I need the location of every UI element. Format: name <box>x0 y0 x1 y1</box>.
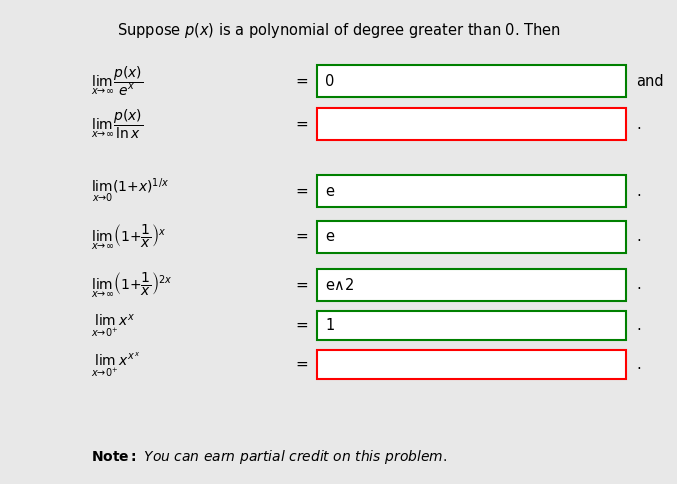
Text: 0: 0 <box>325 74 334 89</box>
Text: $\lim_{x\to 0} (1+x)^{1/x}$: $\lim_{x\to 0} (1+x)^{1/x}$ <box>91 177 169 205</box>
Text: $\lim_{x\to\infty} \left(1+\dfrac{1}{x}\right)^{2x}$: $\lim_{x\to\infty} \left(1+\dfrac{1}{x}\… <box>91 270 173 300</box>
Text: .: . <box>636 277 641 292</box>
Text: =: = <box>296 117 309 132</box>
FancyBboxPatch shape <box>317 350 626 379</box>
Text: and: and <box>636 74 663 89</box>
Text: $\lim_{x\to 0^+} x^{x^x}$: $\lim_{x\to 0^+} x^{x^x}$ <box>91 350 140 379</box>
Text: $\lim_{x\to\infty} \left(1+\dfrac{1}{x}\right)^{x}$: $\lim_{x\to\infty} \left(1+\dfrac{1}{x}\… <box>91 222 167 252</box>
Text: =: = <box>296 229 309 244</box>
Text: $\lim_{x\to 0^+} x^{x}$: $\lim_{x\to 0^+} x^{x}$ <box>91 312 136 339</box>
FancyBboxPatch shape <box>317 65 626 97</box>
Text: Suppose $p(x)$ is a polynomial of degree greater than 0. Then: Suppose $p(x)$ is a polynomial of degree… <box>116 21 561 40</box>
FancyBboxPatch shape <box>317 108 626 140</box>
Text: =: = <box>296 277 309 292</box>
Text: .: . <box>636 357 641 372</box>
Text: .: . <box>636 318 641 333</box>
Text: $\bf{Note:}$ $\it{You\ can\ earn\ partial\ credit\ on\ this\ problem.}$: $\bf{Note:}$ $\it{You\ can\ earn\ partia… <box>91 448 447 466</box>
Text: .: . <box>636 229 641 244</box>
Text: $\lim_{x\to\infty} \dfrac{p(x)}{\ln x}$: $\lim_{x\to\infty} \dfrac{p(x)}{\ln x}$ <box>91 107 143 141</box>
Text: =: = <box>296 183 309 198</box>
FancyBboxPatch shape <box>317 221 626 253</box>
FancyBboxPatch shape <box>317 269 626 301</box>
Text: $\lim_{x\to\infty} \dfrac{p(x)}{e^x}$: $\lim_{x\to\infty} \dfrac{p(x)}{e^x}$ <box>91 64 143 98</box>
Text: .: . <box>636 117 641 132</box>
FancyBboxPatch shape <box>317 175 626 207</box>
Text: =: = <box>296 74 309 89</box>
Text: .: . <box>636 183 641 198</box>
Text: 1: 1 <box>325 318 334 333</box>
Text: =: = <box>296 318 309 333</box>
Text: =: = <box>296 357 309 372</box>
Text: e$\wedge$2: e$\wedge$2 <box>325 277 355 293</box>
FancyBboxPatch shape <box>317 311 626 340</box>
Text: e: e <box>325 183 334 198</box>
Text: e: e <box>325 229 334 244</box>
